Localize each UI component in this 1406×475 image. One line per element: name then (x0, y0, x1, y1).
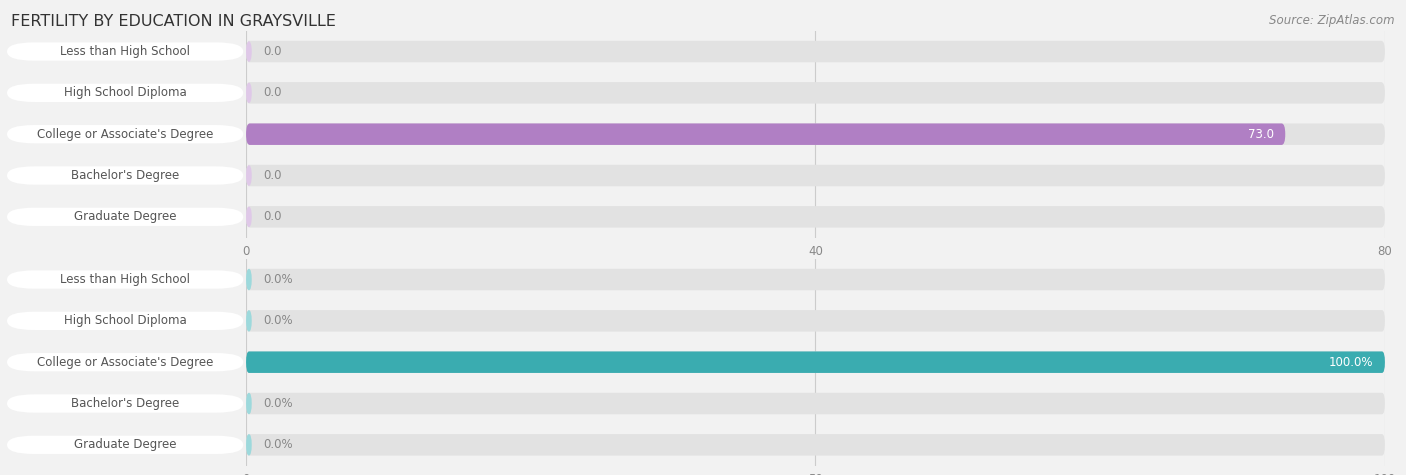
Text: 0.0: 0.0 (263, 210, 281, 223)
FancyBboxPatch shape (246, 206, 1385, 228)
Text: High School Diploma: High School Diploma (63, 314, 187, 327)
FancyBboxPatch shape (246, 165, 252, 186)
FancyBboxPatch shape (246, 310, 1385, 332)
FancyBboxPatch shape (246, 269, 252, 290)
FancyBboxPatch shape (246, 393, 252, 414)
FancyBboxPatch shape (246, 434, 1385, 456)
FancyBboxPatch shape (246, 206, 252, 228)
FancyBboxPatch shape (246, 41, 252, 62)
Text: College or Associate's Degree: College or Associate's Degree (37, 356, 214, 369)
Text: 73.0: 73.0 (1249, 128, 1274, 141)
Text: 0.0%: 0.0% (263, 438, 292, 451)
Text: FERTILITY BY EDUCATION IN GRAYSVILLE: FERTILITY BY EDUCATION IN GRAYSVILLE (11, 14, 336, 29)
FancyBboxPatch shape (246, 352, 1385, 373)
Text: Less than High School: Less than High School (60, 273, 190, 286)
Text: 0.0: 0.0 (263, 45, 281, 58)
FancyBboxPatch shape (246, 82, 1385, 104)
FancyBboxPatch shape (246, 165, 1385, 186)
Text: 0.0%: 0.0% (263, 397, 292, 410)
Text: College or Associate's Degree: College or Associate's Degree (37, 128, 214, 141)
Text: Less than High School: Less than High School (60, 45, 190, 58)
Text: Bachelor's Degree: Bachelor's Degree (72, 169, 179, 182)
Text: 100.0%: 100.0% (1329, 356, 1374, 369)
Text: Graduate Degree: Graduate Degree (75, 438, 176, 451)
FancyBboxPatch shape (246, 310, 252, 332)
Text: 0.0%: 0.0% (263, 273, 292, 286)
FancyBboxPatch shape (246, 124, 1285, 145)
Text: Graduate Degree: Graduate Degree (75, 210, 176, 223)
FancyBboxPatch shape (246, 352, 1385, 373)
FancyBboxPatch shape (246, 269, 1385, 290)
FancyBboxPatch shape (246, 82, 252, 104)
Text: 0.0%: 0.0% (263, 314, 292, 327)
FancyBboxPatch shape (246, 124, 1385, 145)
Text: Source: ZipAtlas.com: Source: ZipAtlas.com (1270, 14, 1395, 27)
Text: Bachelor's Degree: Bachelor's Degree (72, 397, 179, 410)
FancyBboxPatch shape (246, 393, 1385, 414)
FancyBboxPatch shape (246, 434, 252, 456)
FancyBboxPatch shape (246, 41, 1385, 62)
Text: 0.0: 0.0 (263, 169, 281, 182)
Text: High School Diploma: High School Diploma (63, 86, 187, 99)
Text: 0.0: 0.0 (263, 86, 281, 99)
